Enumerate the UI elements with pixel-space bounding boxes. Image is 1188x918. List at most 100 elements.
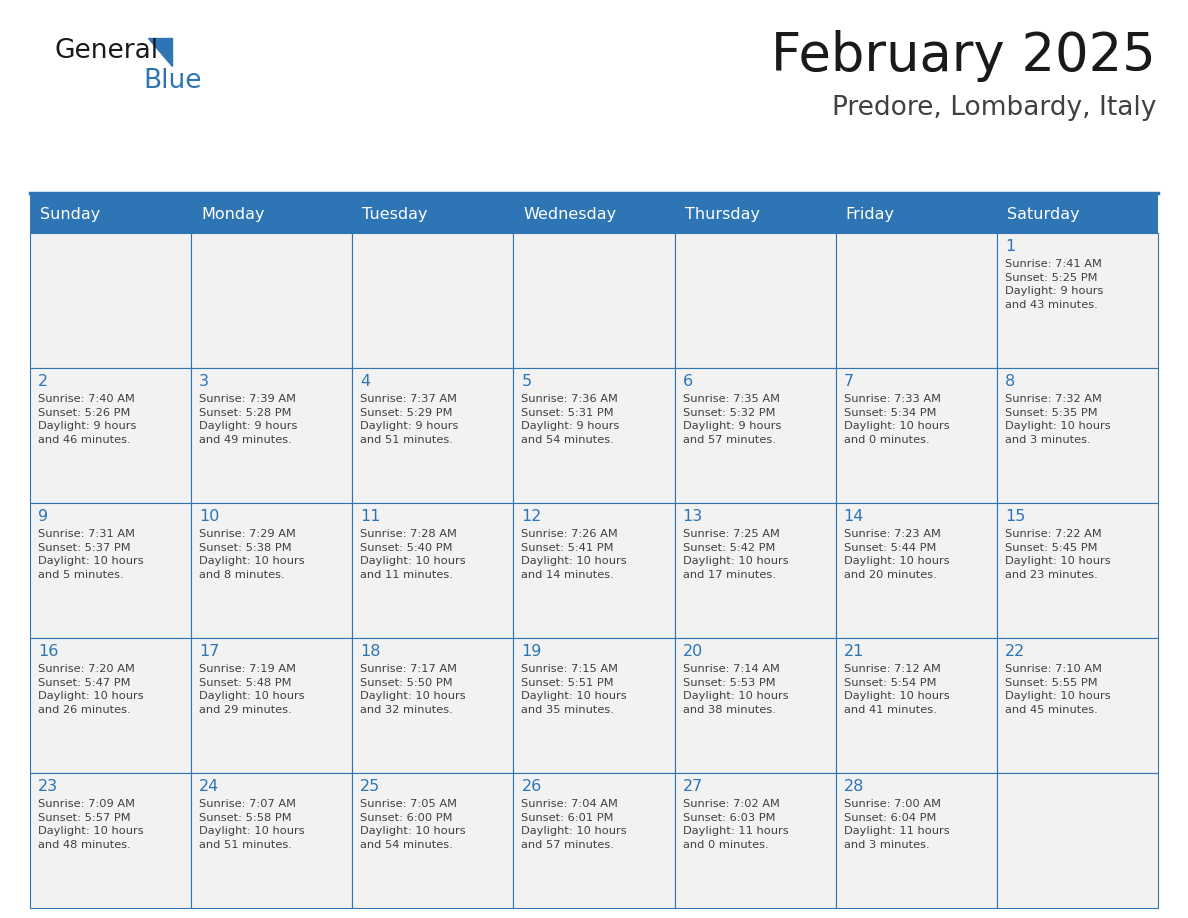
Text: Friday: Friday (846, 207, 895, 221)
Bar (353, 233, 513, 368)
Text: 7: 7 (843, 374, 854, 389)
Text: 2: 2 (38, 374, 49, 389)
Bar (997, 503, 1158, 638)
Bar (513, 233, 675, 368)
Text: General: General (55, 38, 159, 64)
Bar (191, 195, 353, 233)
Bar (513, 638, 675, 773)
Text: Sunrise: 7:25 AM
Sunset: 5:42 PM
Daylight: 10 hours
and 17 minutes.: Sunrise: 7:25 AM Sunset: 5:42 PM Dayligh… (683, 529, 788, 580)
Text: Monday: Monday (201, 207, 265, 221)
Bar (353, 773, 513, 908)
Text: Sunrise: 7:22 AM
Sunset: 5:45 PM
Daylight: 10 hours
and 23 minutes.: Sunrise: 7:22 AM Sunset: 5:45 PM Dayligh… (1005, 529, 1111, 580)
Text: 24: 24 (200, 779, 220, 794)
Text: 17: 17 (200, 644, 220, 659)
Bar (30, 638, 191, 773)
Text: 25: 25 (360, 779, 380, 794)
Bar (997, 233, 1158, 368)
Bar (997, 368, 1158, 503)
Text: Sunrise: 7:20 AM
Sunset: 5:47 PM
Daylight: 10 hours
and 26 minutes.: Sunrise: 7:20 AM Sunset: 5:47 PM Dayligh… (38, 664, 144, 715)
Text: 21: 21 (843, 644, 864, 659)
Bar (513, 195, 675, 233)
Text: Sunrise: 7:28 AM
Sunset: 5:40 PM
Daylight: 10 hours
and 11 minutes.: Sunrise: 7:28 AM Sunset: 5:40 PM Dayligh… (360, 529, 466, 580)
Text: 26: 26 (522, 779, 542, 794)
Text: 10: 10 (200, 509, 220, 524)
Text: 1: 1 (1005, 239, 1015, 254)
Bar (353, 195, 513, 233)
Bar (191, 233, 353, 368)
Bar (675, 773, 835, 908)
Text: Sunrise: 7:15 AM
Sunset: 5:51 PM
Daylight: 10 hours
and 35 minutes.: Sunrise: 7:15 AM Sunset: 5:51 PM Dayligh… (522, 664, 627, 715)
Text: Saturday: Saturday (1007, 207, 1080, 221)
Text: 19: 19 (522, 644, 542, 659)
Text: 13: 13 (683, 509, 703, 524)
Text: Sunrise: 7:39 AM
Sunset: 5:28 PM
Daylight: 9 hours
and 49 minutes.: Sunrise: 7:39 AM Sunset: 5:28 PM Dayligh… (200, 394, 297, 445)
Bar (30, 503, 191, 638)
Text: Sunrise: 7:26 AM
Sunset: 5:41 PM
Daylight: 10 hours
and 14 minutes.: Sunrise: 7:26 AM Sunset: 5:41 PM Dayligh… (522, 529, 627, 580)
Text: 9: 9 (38, 509, 49, 524)
Text: Sunrise: 7:31 AM
Sunset: 5:37 PM
Daylight: 10 hours
and 5 minutes.: Sunrise: 7:31 AM Sunset: 5:37 PM Dayligh… (38, 529, 144, 580)
Text: 4: 4 (360, 374, 371, 389)
Text: Sunrise: 7:10 AM
Sunset: 5:55 PM
Daylight: 10 hours
and 45 minutes.: Sunrise: 7:10 AM Sunset: 5:55 PM Dayligh… (1005, 664, 1111, 715)
Bar (675, 368, 835, 503)
Bar (191, 368, 353, 503)
Text: Sunrise: 7:19 AM
Sunset: 5:48 PM
Daylight: 10 hours
and 29 minutes.: Sunrise: 7:19 AM Sunset: 5:48 PM Dayligh… (200, 664, 305, 715)
Bar (30, 773, 191, 908)
Bar (675, 233, 835, 368)
Polygon shape (148, 38, 172, 66)
Bar (997, 195, 1158, 233)
Text: Sunrise: 7:33 AM
Sunset: 5:34 PM
Daylight: 10 hours
and 0 minutes.: Sunrise: 7:33 AM Sunset: 5:34 PM Dayligh… (843, 394, 949, 445)
Text: Sunrise: 7:14 AM
Sunset: 5:53 PM
Daylight: 10 hours
and 38 minutes.: Sunrise: 7:14 AM Sunset: 5:53 PM Dayligh… (683, 664, 788, 715)
Bar (191, 773, 353, 908)
Bar (513, 368, 675, 503)
Bar (835, 638, 997, 773)
Bar (353, 503, 513, 638)
Text: 8: 8 (1005, 374, 1015, 389)
Text: Sunrise: 7:41 AM
Sunset: 5:25 PM
Daylight: 9 hours
and 43 minutes.: Sunrise: 7:41 AM Sunset: 5:25 PM Dayligh… (1005, 259, 1104, 309)
Text: 11: 11 (360, 509, 381, 524)
Text: Thursday: Thursday (684, 207, 759, 221)
Bar (675, 195, 835, 233)
Text: Tuesday: Tuesday (362, 207, 428, 221)
Bar (997, 638, 1158, 773)
Bar (835, 503, 997, 638)
Bar (675, 638, 835, 773)
Bar (835, 233, 997, 368)
Text: Sunday: Sunday (40, 207, 100, 221)
Text: Sunrise: 7:23 AM
Sunset: 5:44 PM
Daylight: 10 hours
and 20 minutes.: Sunrise: 7:23 AM Sunset: 5:44 PM Dayligh… (843, 529, 949, 580)
Bar (30, 195, 191, 233)
Text: Sunrise: 7:07 AM
Sunset: 5:58 PM
Daylight: 10 hours
and 51 minutes.: Sunrise: 7:07 AM Sunset: 5:58 PM Dayligh… (200, 799, 305, 850)
Bar (835, 195, 997, 233)
Text: 28: 28 (843, 779, 864, 794)
Text: Wednesday: Wednesday (524, 207, 617, 221)
Bar (513, 503, 675, 638)
Text: Sunrise: 7:37 AM
Sunset: 5:29 PM
Daylight: 9 hours
and 51 minutes.: Sunrise: 7:37 AM Sunset: 5:29 PM Dayligh… (360, 394, 459, 445)
Text: 5: 5 (522, 374, 531, 389)
Text: 22: 22 (1005, 644, 1025, 659)
Bar (835, 773, 997, 908)
Bar (513, 773, 675, 908)
Bar (191, 503, 353, 638)
Bar (997, 773, 1158, 908)
Bar (675, 503, 835, 638)
Text: 18: 18 (360, 644, 381, 659)
Text: 15: 15 (1005, 509, 1025, 524)
Text: Sunrise: 7:17 AM
Sunset: 5:50 PM
Daylight: 10 hours
and 32 minutes.: Sunrise: 7:17 AM Sunset: 5:50 PM Dayligh… (360, 664, 466, 715)
Text: Sunrise: 7:32 AM
Sunset: 5:35 PM
Daylight: 10 hours
and 3 minutes.: Sunrise: 7:32 AM Sunset: 5:35 PM Dayligh… (1005, 394, 1111, 445)
Text: 12: 12 (522, 509, 542, 524)
Bar (30, 368, 191, 503)
Bar (353, 368, 513, 503)
Bar (30, 233, 191, 368)
Text: Sunrise: 7:12 AM
Sunset: 5:54 PM
Daylight: 10 hours
and 41 minutes.: Sunrise: 7:12 AM Sunset: 5:54 PM Dayligh… (843, 664, 949, 715)
Text: 16: 16 (38, 644, 58, 659)
Text: Sunrise: 7:35 AM
Sunset: 5:32 PM
Daylight: 9 hours
and 57 minutes.: Sunrise: 7:35 AM Sunset: 5:32 PM Dayligh… (683, 394, 781, 445)
Text: 3: 3 (200, 374, 209, 389)
Text: 23: 23 (38, 779, 58, 794)
Text: 14: 14 (843, 509, 864, 524)
Text: Sunrise: 7:04 AM
Sunset: 6:01 PM
Daylight: 10 hours
and 57 minutes.: Sunrise: 7:04 AM Sunset: 6:01 PM Dayligh… (522, 799, 627, 850)
Text: 6: 6 (683, 374, 693, 389)
Text: Sunrise: 7:29 AM
Sunset: 5:38 PM
Daylight: 10 hours
and 8 minutes.: Sunrise: 7:29 AM Sunset: 5:38 PM Dayligh… (200, 529, 305, 580)
Text: Sunrise: 7:36 AM
Sunset: 5:31 PM
Daylight: 9 hours
and 54 minutes.: Sunrise: 7:36 AM Sunset: 5:31 PM Dayligh… (522, 394, 620, 445)
Bar (191, 638, 353, 773)
Text: Sunrise: 7:00 AM
Sunset: 6:04 PM
Daylight: 11 hours
and 3 minutes.: Sunrise: 7:00 AM Sunset: 6:04 PM Dayligh… (843, 799, 949, 850)
Text: Predore, Lombardy, Italy: Predore, Lombardy, Italy (832, 95, 1156, 121)
